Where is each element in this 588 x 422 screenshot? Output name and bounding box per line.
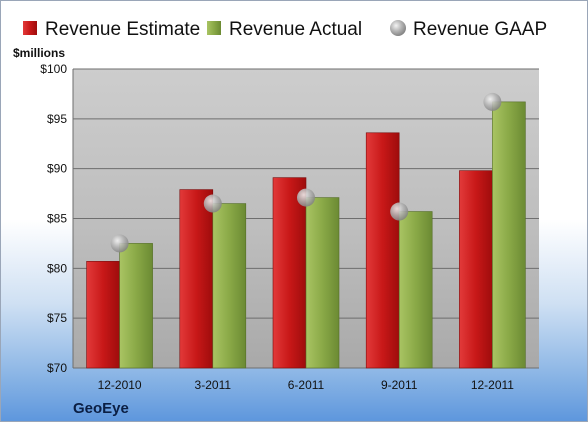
y-tick-label: $80 bbox=[47, 261, 67, 275]
actual-bar-3-2011 bbox=[212, 203, 247, 369]
legend-swatch-0 bbox=[23, 21, 37, 35]
actual-bar-12-2011 bbox=[492, 101, 526, 369]
y-tick-label: $85 bbox=[47, 212, 67, 226]
x-tick-label: 9-2011 bbox=[381, 378, 418, 392]
x-tick-label: 3-2011 bbox=[195, 378, 232, 392]
legend: Revenue Estimate Revenue Actual Revenue GA… bbox=[23, 19, 547, 40]
legend-label-0: Revenue Estimate bbox=[45, 19, 200, 40]
x-tick-label: 12-2011 bbox=[471, 378, 514, 392]
actual-bar-9-2011 bbox=[398, 211, 433, 369]
y-tick-label: $100 bbox=[40, 62, 67, 76]
y-axis-label: $millions bbox=[13, 46, 65, 60]
x-tick-label: 6-2011 bbox=[288, 378, 325, 392]
legend-swatch-1 bbox=[207, 21, 221, 35]
plot-area: $70 $75 $80 $85 $90 $95 $100 12-2010 3-2011 6-201… bbox=[40, 62, 539, 392]
legend-swatch-2 bbox=[390, 20, 406, 36]
x-tick-label: 12-2010 bbox=[98, 378, 142, 392]
gaap-marker-12-2011 bbox=[483, 92, 502, 111]
gaap-marker-9-2011 bbox=[390, 202, 409, 221]
y-tick-label: $70 bbox=[47, 361, 67, 375]
actual-bar-12-2010 bbox=[119, 243, 153, 369]
estimate-bar-3-2011 bbox=[179, 189, 214, 369]
estimate-bar-12-2010 bbox=[86, 261, 120, 369]
y-tick-label: $75 bbox=[47, 311, 67, 325]
brand-logo-text: GeoEye bbox=[73, 400, 129, 417]
actual-bar-6-2011 bbox=[305, 197, 340, 369]
estimate-bar-6-2011 bbox=[272, 177, 307, 369]
gaap-marker-3-2011 bbox=[203, 194, 222, 213]
legend-label-1: Revenue Actual bbox=[229, 19, 362, 40]
legend-label-2: Revenue GAAP bbox=[413, 19, 547, 40]
estimate-bar-9-2011 bbox=[365, 132, 400, 369]
gaap-marker-6-2011 bbox=[297, 188, 315, 207]
y-tick-label: $90 bbox=[47, 162, 67, 176]
gaap-marker-12-2010 bbox=[110, 234, 129, 253]
estimate-bar-12-2011 bbox=[459, 170, 493, 369]
y-tick-label: $95 bbox=[47, 112, 67, 126]
